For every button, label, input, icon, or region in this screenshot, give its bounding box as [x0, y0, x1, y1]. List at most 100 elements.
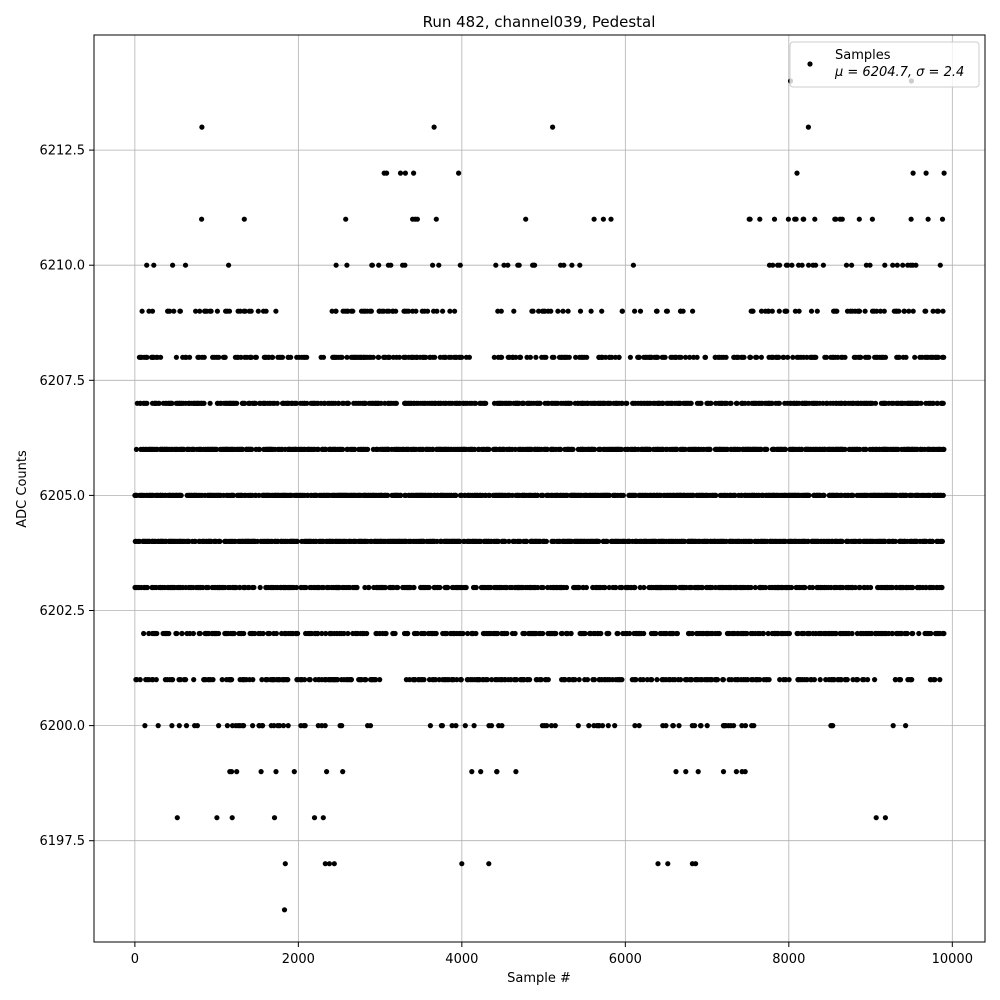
data-point: [838, 677, 844, 683]
data-point: [872, 400, 879, 406]
data-point: [769, 308, 775, 314]
data-point: [540, 630, 546, 637]
data-point: [532, 262, 538, 268]
chart-title: Run 482, channel039, Pedestal: [423, 13, 656, 31]
data-point: [324, 769, 330, 775]
data-point: [348, 677, 354, 683]
data-point: [257, 584, 263, 591]
x-axis-label: Sample #: [507, 971, 571, 986]
data-point: [640, 677, 646, 683]
data-point: [367, 723, 374, 729]
data-point: [874, 308, 880, 314]
data-point: [402, 262, 408, 268]
data-point: [704, 723, 710, 729]
data-point: [253, 400, 259, 406]
data-point: [282, 861, 288, 867]
data-point: [833, 630, 839, 637]
data-point: [619, 308, 626, 314]
data-point: [177, 677, 184, 683]
data-point: [544, 723, 550, 729]
legend-marker: [807, 61, 813, 67]
data-point: [369, 262, 375, 268]
data-point: [776, 308, 782, 314]
data-point: [304, 400, 310, 406]
data-point: [344, 262, 350, 268]
data-point: [259, 677, 265, 683]
data-point: [673, 584, 679, 591]
data-point: [214, 308, 220, 314]
data-point: [333, 308, 339, 314]
data-point: [149, 308, 156, 314]
data-point: [714, 677, 721, 683]
data-point: [584, 354, 590, 360]
data-point: [744, 630, 750, 637]
data-point: [562, 677, 568, 683]
data-point: [502, 538, 508, 545]
data-point: [340, 769, 346, 775]
data-point: [586, 723, 592, 729]
data-point: [194, 723, 200, 729]
data-point: [295, 630, 301, 637]
data-point: [460, 630, 466, 637]
data-point: [940, 308, 946, 314]
data-point: [430, 262, 436, 268]
data-point: [695, 769, 701, 775]
data-point: [688, 400, 694, 406]
data-point: [698, 723, 704, 729]
data-point: [543, 354, 549, 360]
data-point: [627, 630, 633, 637]
data-point: [751, 723, 757, 729]
data-point: [462, 723, 468, 729]
legend-stats-label: μ = 6204.7, σ = 2.4: [834, 65, 964, 80]
data-point: [456, 170, 462, 176]
data-point: [563, 584, 570, 591]
data-point: [682, 354, 689, 360]
data-point: [392, 630, 398, 637]
data-point: [459, 861, 465, 867]
data-point: [191, 677, 197, 683]
data-point: [606, 630, 612, 637]
data-point: [857, 446, 863, 452]
data-point: [906, 308, 912, 314]
data-point: [928, 630, 934, 637]
data-point: [229, 769, 235, 775]
data-point: [302, 677, 308, 683]
data-point: [674, 446, 680, 452]
data-point: [655, 354, 661, 360]
data-point: [923, 308, 929, 314]
data-point: [158, 354, 164, 360]
y-tick-label: 6207.5: [40, 374, 86, 389]
data-point: [799, 446, 805, 452]
data-point: [559, 630, 565, 637]
data-point: [315, 630, 321, 637]
data-point: [568, 400, 574, 406]
data-point: [249, 446, 255, 452]
data-point: [882, 354, 889, 360]
data-point: [939, 216, 946, 222]
data-point: [785, 262, 791, 268]
data-point: [176, 723, 182, 729]
data-point: [673, 769, 679, 775]
data-point: [537, 400, 543, 406]
data-point: [940, 400, 946, 406]
data-point: [174, 815, 180, 821]
data-point: [422, 630, 428, 637]
data-point: [483, 400, 489, 406]
data-point: [216, 630, 222, 637]
data-point: [910, 584, 916, 591]
data-point: [363, 400, 369, 406]
data-point: [169, 400, 175, 406]
data-point: [785, 216, 792, 222]
data-point: [486, 861, 492, 867]
data-point: [665, 861, 671, 867]
data-point: [386, 308, 392, 314]
data-point: [440, 308, 446, 314]
data-point: [584, 677, 591, 683]
data-point: [229, 815, 235, 821]
data-point: [199, 124, 205, 130]
data-point: [432, 354, 438, 360]
data-point: [624, 400, 630, 406]
data-point: [637, 308, 644, 314]
data-point: [799, 262, 805, 268]
data-point: [201, 400, 207, 406]
